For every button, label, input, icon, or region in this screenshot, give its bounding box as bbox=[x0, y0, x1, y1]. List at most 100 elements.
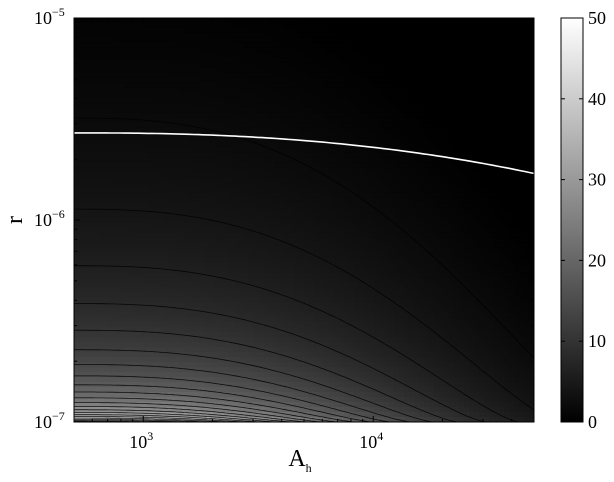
heatmap-cell bbox=[139, 127, 145, 134]
heatmap-cell bbox=[139, 162, 145, 169]
heatmap-cell bbox=[99, 207, 105, 214]
heatmap-cell bbox=[109, 402, 115, 408]
heatmap-cell bbox=[159, 282, 165, 288]
heatmap-cell bbox=[219, 362, 225, 368]
heatmap-cell bbox=[94, 32, 100, 39]
heatmap-cell bbox=[244, 22, 250, 29]
heatmap-cell bbox=[114, 272, 120, 278]
heatmap-cell bbox=[149, 347, 155, 353]
heatmap-cell bbox=[74, 67, 80, 74]
heatmap-cell bbox=[129, 342, 135, 348]
heatmap-cell bbox=[119, 392, 125, 398]
heatmap-cell bbox=[74, 357, 80, 363]
heatmap-cell bbox=[129, 212, 135, 219]
heatmap-cell bbox=[139, 392, 145, 398]
heatmap-cell bbox=[329, 82, 335, 89]
heatmap-cell bbox=[304, 227, 310, 234]
heatmap-cell bbox=[339, 217, 345, 224]
heatmap-cell bbox=[264, 237, 270, 244]
heatmap-cell bbox=[354, 167, 360, 174]
heatmap-cell bbox=[314, 357, 320, 363]
heatmap-cell bbox=[279, 247, 285, 254]
heatmap-cell bbox=[349, 322, 355, 328]
heatmap-cell bbox=[344, 282, 350, 288]
heatmap-cell bbox=[294, 37, 300, 44]
heatmap-cell bbox=[244, 97, 250, 104]
heatmap-cell bbox=[309, 152, 315, 159]
heatmap-cell bbox=[199, 32, 205, 39]
heatmap-cell bbox=[74, 122, 80, 129]
heatmap-cell bbox=[329, 302, 335, 308]
heatmap-cell bbox=[94, 402, 100, 408]
heatmap-cell bbox=[129, 192, 135, 199]
heatmap-cell bbox=[169, 332, 175, 338]
heatmap-cell bbox=[159, 402, 165, 408]
heatmap-cell bbox=[369, 267, 375, 273]
heatmap-cell bbox=[204, 152, 210, 159]
heatmap-cell bbox=[364, 272, 370, 278]
heatmap-cell bbox=[99, 132, 105, 139]
heatmap-cell bbox=[79, 367, 85, 373]
heatmap-cell bbox=[104, 202, 110, 209]
heatmap-cell bbox=[274, 127, 280, 134]
heatmap-cell bbox=[309, 252, 315, 259]
heatmap-cell bbox=[264, 382, 270, 388]
heatmap-cell bbox=[364, 262, 370, 268]
heatmap-cell bbox=[359, 317, 365, 323]
heatmap-cell bbox=[119, 97, 125, 104]
heatmap-cell bbox=[344, 232, 350, 239]
heatmap-cell bbox=[189, 202, 195, 209]
heatmap-cell bbox=[139, 272, 145, 278]
heatmap-cell bbox=[129, 147, 135, 154]
heatmap-cell bbox=[354, 312, 360, 318]
heatmap-cell bbox=[259, 27, 265, 34]
heatmap-cell bbox=[239, 312, 245, 318]
heatmap-cell bbox=[94, 227, 100, 234]
heatmap-cell bbox=[224, 262, 230, 268]
heatmap-cell bbox=[199, 262, 205, 268]
heatmap-cell bbox=[84, 262, 90, 268]
heatmap-cell bbox=[254, 192, 260, 199]
heatmap-cell bbox=[139, 357, 145, 363]
heatmap-cell bbox=[244, 167, 250, 174]
heatmap-cell bbox=[124, 162, 130, 169]
heatmap-cell bbox=[269, 242, 275, 249]
heatmap-cell bbox=[179, 77, 185, 84]
heatmap-cell bbox=[144, 22, 150, 29]
heatmap-cell bbox=[244, 197, 250, 204]
heatmap-cell bbox=[134, 297, 140, 303]
heatmap-cell bbox=[329, 132, 335, 139]
heatmap-cell bbox=[144, 347, 150, 353]
heatmap-cell bbox=[154, 237, 160, 244]
heatmap-cell bbox=[114, 222, 120, 229]
heatmap-cell bbox=[144, 252, 150, 259]
heatmap-cell bbox=[244, 202, 250, 209]
heatmap-cell bbox=[339, 102, 345, 109]
heatmap-cell bbox=[94, 237, 100, 244]
heatmap-cell bbox=[294, 52, 300, 59]
heatmap-cell bbox=[74, 142, 80, 149]
heatmap-cell bbox=[84, 112, 90, 119]
heatmap-cell bbox=[264, 327, 270, 333]
heatmap-cell bbox=[94, 302, 100, 308]
heatmap-cell bbox=[214, 237, 220, 244]
heatmap-cell bbox=[149, 352, 155, 358]
heatmap-cell bbox=[189, 212, 195, 219]
heatmap-cell bbox=[124, 382, 130, 388]
heatmap-cell bbox=[344, 357, 350, 363]
heatmap-cell bbox=[324, 18, 330, 24]
heatmap-cell bbox=[364, 97, 370, 104]
heatmap-cell bbox=[324, 137, 330, 144]
heatmap-cell bbox=[234, 277, 240, 283]
heatmap-cell bbox=[294, 232, 300, 239]
heatmap-cell bbox=[324, 252, 330, 259]
heatmap-cell bbox=[179, 22, 185, 29]
heatmap-cell bbox=[239, 237, 245, 244]
heatmap-cell bbox=[379, 187, 385, 194]
heatmap-cell bbox=[144, 82, 150, 89]
heatmap-cell bbox=[369, 232, 375, 239]
heatmap-cell bbox=[274, 407, 280, 413]
heatmap-cell bbox=[169, 212, 175, 219]
heatmap-cell bbox=[109, 337, 115, 343]
heatmap-cell bbox=[349, 237, 355, 244]
